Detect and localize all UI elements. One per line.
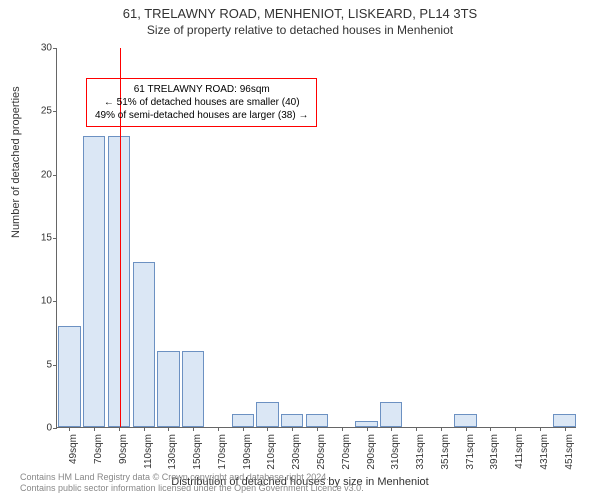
histogram-bar	[281, 414, 303, 427]
chart-subtitle: Size of property relative to detached ho…	[0, 21, 600, 41]
histogram-bar	[380, 402, 402, 427]
y-tick-mark	[53, 365, 57, 366]
footer-line-1: Contains HM Land Registry data © Crown c…	[20, 472, 364, 483]
x-tick-label: 150sqm	[192, 434, 203, 474]
x-tick-label: 170sqm	[217, 434, 228, 474]
annotation-line: 61 TRELAWNY ROAD: 96sqm	[95, 83, 308, 96]
x-tick-label: 290sqm	[366, 434, 377, 474]
x-tick-mark	[193, 427, 194, 431]
x-tick-label: 391sqm	[489, 434, 500, 474]
y-tick-label: 25	[32, 106, 52, 117]
x-tick-mark	[490, 427, 491, 431]
y-tick-mark	[53, 175, 57, 176]
x-tick-label: 371sqm	[465, 434, 476, 474]
histogram-bar	[133, 262, 155, 427]
histogram-bar	[306, 414, 328, 427]
x-tick-mark	[515, 427, 516, 431]
x-tick-label: 431sqm	[539, 434, 550, 474]
x-tick-label: 49sqm	[68, 434, 79, 474]
y-axis-label: Number of detached properties	[10, 86, 22, 238]
chart-container: 61, TRELAWNY ROAD, MENHENIOT, LISKEARD, …	[0, 0, 600, 500]
x-tick-label: 270sqm	[341, 434, 352, 474]
histogram-bar	[553, 414, 575, 427]
annotation-line: 49% of semi-detached houses are larger (…	[95, 109, 308, 122]
x-tick-mark	[243, 427, 244, 431]
y-tick-mark	[53, 238, 57, 239]
histogram-bar	[454, 414, 476, 427]
x-tick-mark	[69, 427, 70, 431]
y-tick-label: 10	[32, 296, 52, 307]
x-tick-label: 90sqm	[118, 434, 129, 474]
histogram-bar	[58, 326, 80, 427]
x-tick-label: 210sqm	[266, 434, 277, 474]
footer-attribution: Contains HM Land Registry data © Crown c…	[20, 472, 364, 494]
x-tick-label: 130sqm	[167, 434, 178, 474]
x-tick-mark	[317, 427, 318, 431]
chart-title: 61, TRELAWNY ROAD, MENHENIOT, LISKEARD, …	[0, 0, 600, 21]
x-tick-label: 411sqm	[514, 434, 525, 474]
x-tick-label: 110sqm	[143, 434, 154, 474]
x-tick-label: 351sqm	[440, 434, 451, 474]
x-tick-mark	[218, 427, 219, 431]
x-tick-mark	[391, 427, 392, 431]
y-tick-label: 5	[32, 359, 52, 370]
y-tick-mark	[53, 301, 57, 302]
x-tick-mark	[367, 427, 368, 431]
x-tick-mark	[416, 427, 417, 431]
y-tick-mark	[53, 111, 57, 112]
histogram-bar	[157, 351, 179, 427]
y-tick-label: 20	[32, 169, 52, 180]
footer-line-2: Contains public sector information licen…	[20, 483, 364, 494]
histogram-bar	[182, 351, 204, 427]
x-tick-label: 190sqm	[242, 434, 253, 474]
x-tick-mark	[466, 427, 467, 431]
y-tick-label: 0	[32, 423, 52, 434]
x-tick-mark	[144, 427, 145, 431]
histogram-bar	[232, 414, 254, 427]
x-tick-mark	[94, 427, 95, 431]
x-tick-mark	[292, 427, 293, 431]
x-tick-label: 250sqm	[316, 434, 327, 474]
y-tick-label: 15	[32, 233, 52, 244]
x-tick-label: 230sqm	[291, 434, 302, 474]
x-tick-mark	[540, 427, 541, 431]
x-tick-label: 331sqm	[415, 434, 426, 474]
x-tick-mark	[267, 427, 268, 431]
x-tick-mark	[565, 427, 566, 431]
x-tick-label: 451sqm	[564, 434, 575, 474]
annotation-box: 61 TRELAWNY ROAD: 96sqm← 51% of detached…	[86, 78, 317, 127]
y-tick-mark	[53, 428, 57, 429]
histogram-bar	[108, 136, 130, 427]
x-tick-mark	[342, 427, 343, 431]
histogram-bar	[83, 136, 105, 427]
histogram-bar	[256, 402, 278, 427]
x-tick-label: 310sqm	[390, 434, 401, 474]
x-tick-mark	[168, 427, 169, 431]
y-tick-label: 30	[32, 43, 52, 54]
chart-area: 051015202530 49sqm70sqm90sqm110sqm130sqm…	[56, 48, 576, 428]
x-tick-mark	[119, 427, 120, 431]
y-tick-mark	[53, 48, 57, 49]
annotation-line: ← 51% of detached houses are smaller (40…	[95, 96, 308, 109]
x-tick-mark	[441, 427, 442, 431]
x-tick-label: 70sqm	[93, 434, 104, 474]
